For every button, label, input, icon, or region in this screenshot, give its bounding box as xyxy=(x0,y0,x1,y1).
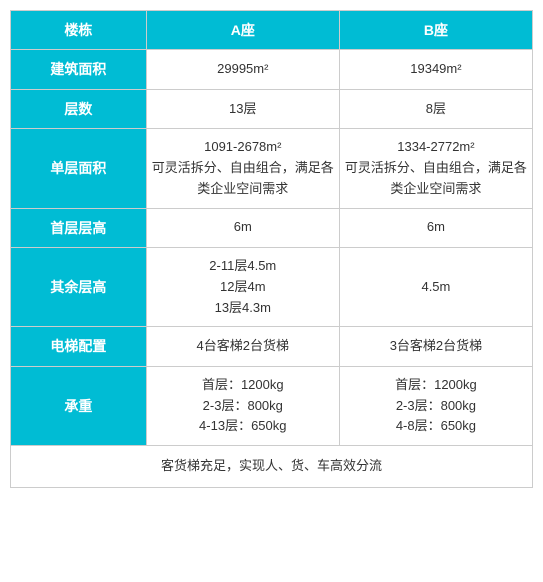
cell-floor-area-b: 1334-2772m² 可灵活拆分、自由组合，满足各类企业空间需求 xyxy=(339,129,532,208)
row-label-floor-area: 单层面积 xyxy=(11,129,147,208)
table-footer-row: 客货梯充足，实现人、货、车高效分流 xyxy=(11,446,533,488)
cell-floors-a: 13层 xyxy=(146,89,339,128)
building-comparison-table: 楼栋 A座 B座 建筑面积 29995m² 19349m² 层数 13层 8层 … xyxy=(10,10,533,488)
row-label-area: 建筑面积 xyxy=(11,50,147,89)
table-row: 层数 13层 8层 xyxy=(11,89,533,128)
row-label-floors: 层数 xyxy=(11,89,147,128)
table-row: 单层面积 1091-2678m² 可灵活拆分、自由组合，满足各类企业空间需求 1… xyxy=(11,129,533,208)
footer-note: 客货梯充足，实现人、货、车高效分流 xyxy=(11,446,533,488)
cell-elevator-a: 4台客梯2台货梯 xyxy=(146,327,339,366)
row-label-load: 承重 xyxy=(11,366,147,445)
table-row: 建筑面积 29995m² 19349m² xyxy=(11,50,533,89)
cell-area-a: 29995m² xyxy=(146,50,339,89)
row-label-other-floor-height: 其余层高 xyxy=(11,247,147,326)
building-comparison-table-wrap: 楼栋 A座 B座 建筑面积 29995m² 19349m² 层数 13层 8层 … xyxy=(0,0,543,498)
table-row: 其余层高 2-11层4.5m 12层4m 13层4.3m 4.5m xyxy=(11,247,533,326)
cell-other-floor-height-a: 2-11层4.5m 12层4m 13层4.3m xyxy=(146,247,339,326)
header-tower-b: B座 xyxy=(339,11,532,50)
table-row: 承重 首层：1200kg 2-3层：800kg 4-13层：650kg 首层：1… xyxy=(11,366,533,445)
table-row: 首层层高 6m 6m xyxy=(11,208,533,247)
cell-elevator-b: 3台客梯2台货梯 xyxy=(339,327,532,366)
cell-area-b: 19349m² xyxy=(339,50,532,89)
header-building: 楼栋 xyxy=(11,11,147,50)
cell-other-floor-height-b: 4.5m xyxy=(339,247,532,326)
cell-first-floor-height-b: 6m xyxy=(339,208,532,247)
table-header-row: 楼栋 A座 B座 xyxy=(11,11,533,50)
cell-load-b: 首层：1200kg 2-3层：800kg 4-8层：650kg xyxy=(339,366,532,445)
header-tower-a: A座 xyxy=(146,11,339,50)
cell-load-a: 首层：1200kg 2-3层：800kg 4-13层：650kg xyxy=(146,366,339,445)
cell-floor-area-a: 1091-2678m² 可灵活拆分、自由组合，满足各类企业空间需求 xyxy=(146,129,339,208)
row-label-elevator: 电梯配置 xyxy=(11,327,147,366)
cell-first-floor-height-a: 6m xyxy=(146,208,339,247)
table-row: 电梯配置 4台客梯2台货梯 3台客梯2台货梯 xyxy=(11,327,533,366)
row-label-first-floor-height: 首层层高 xyxy=(11,208,147,247)
cell-floors-b: 8层 xyxy=(339,89,532,128)
